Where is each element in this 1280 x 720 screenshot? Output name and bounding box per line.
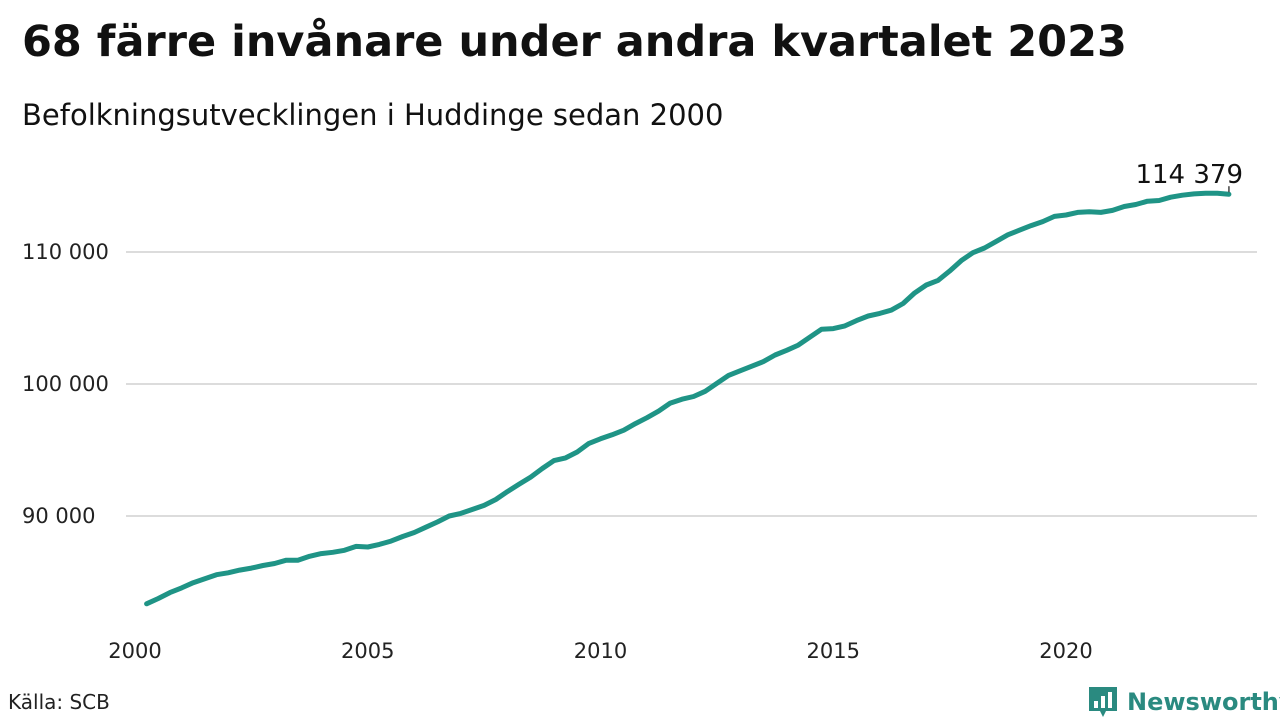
- gridlines: [126, 251, 1257, 517]
- brand-name: Newsworthy: [1127, 688, 1280, 716]
- y-tick-label: 100 000: [22, 372, 109, 396]
- y-axis-labels: 90 000 100 000 110 000: [22, 240, 109, 528]
- chart-subtitle: Befolkningsutvecklingen i Huddinge sedan…: [22, 98, 724, 132]
- y-tick-label: 90 000: [22, 504, 95, 528]
- brand-logo[interactable]: Newsworthy: [1087, 684, 1280, 720]
- end-value-label: 114 379: [1135, 160, 1243, 190]
- y-tick-label: 110 000: [22, 240, 109, 264]
- x-tick-label: 2020: [1039, 639, 1092, 663]
- source-note: Källa: SCB: [8, 690, 110, 714]
- chart-title: 68 färre invånare under andra kvartalet …: [22, 17, 1127, 67]
- x-tick-label: 2010: [574, 639, 627, 663]
- x-tick-label: 2005: [341, 639, 394, 663]
- x-axis-labels: 2000 2005 2010 2015 2020: [108, 639, 1092, 663]
- series-line-0: [144, 190, 1232, 607]
- series-group: [144, 190, 1232, 607]
- x-tick-label: 2000: [108, 639, 161, 663]
- x-tick-label: 2015: [807, 639, 860, 663]
- newsworthy-logo-icon: [1089, 687, 1117, 717]
- end-annotation: 114 379: [1135, 160, 1243, 193]
